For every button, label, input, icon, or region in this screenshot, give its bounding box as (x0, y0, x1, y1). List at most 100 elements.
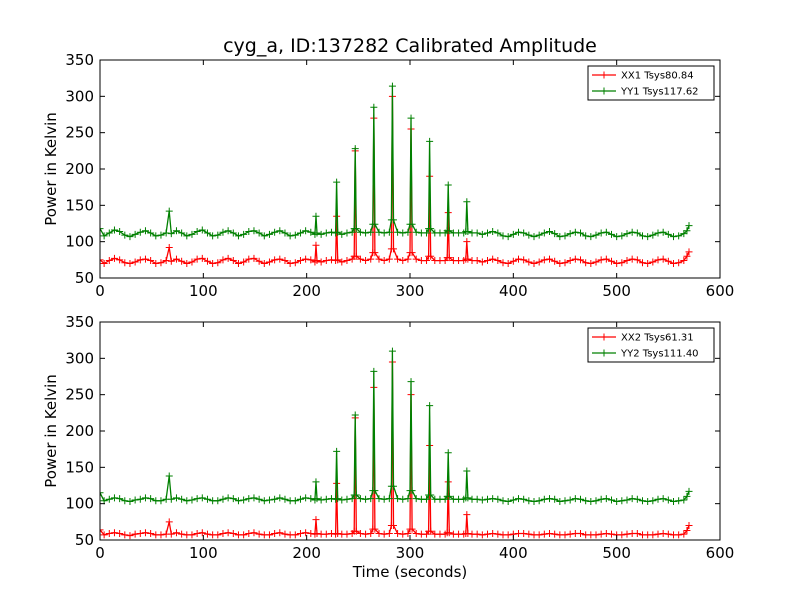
data-point (556, 497, 564, 505)
data-point (110, 529, 118, 537)
data-point (136, 529, 144, 537)
data-point (628, 255, 636, 263)
data-point (348, 495, 356, 503)
data-point (240, 230, 248, 238)
data-point (602, 495, 610, 503)
data-point (670, 259, 677, 267)
data-point (165, 472, 173, 480)
series-markers-xx2 (100, 358, 693, 540)
data-point (229, 257, 237, 265)
data-point (322, 257, 330, 265)
data-point (333, 479, 341, 487)
data-point (478, 496, 486, 504)
data-point (100, 531, 108, 539)
data-point (234, 232, 242, 240)
x-tick-label: 200 (292, 544, 321, 562)
y-tick-label: 300 (65, 87, 94, 105)
data-point (484, 229, 491, 237)
y-tick-label: 250 (65, 124, 94, 142)
legend-swatch-marker (600, 71, 608, 79)
y-tick-label: 50 (75, 531, 94, 549)
data-point (116, 495, 124, 503)
y-axis-label: Power in Kelvin (42, 112, 60, 226)
data-point (351, 411, 359, 419)
y-tick-label: 200 (65, 160, 94, 178)
data-point (136, 495, 144, 503)
y-tick-label: 150 (65, 196, 94, 214)
data-point (566, 230, 574, 238)
data-point (464, 227, 472, 235)
data-point (343, 229, 351, 237)
data-point (399, 229, 407, 237)
data-point (322, 495, 330, 503)
data-point (407, 114, 415, 122)
data-point (367, 255, 375, 263)
data-point (193, 529, 201, 537)
data-point (245, 255, 253, 263)
data-point (178, 257, 186, 265)
data-point (240, 531, 248, 539)
legend-swatch-marker (600, 87, 608, 95)
data-point (484, 530, 491, 538)
data-point (203, 495, 211, 503)
data-point (291, 231, 299, 239)
data-point (445, 227, 453, 235)
data-point (683, 527, 691, 535)
data-point (489, 495, 497, 503)
data-point (327, 495, 335, 503)
x-tick-label: 100 (189, 544, 218, 562)
data-point (183, 259, 191, 267)
x-tick-label: 400 (499, 544, 528, 562)
data-point (312, 212, 320, 220)
data-point (147, 495, 155, 503)
x-tick-label: 100 (189, 282, 218, 300)
data-point (352, 225, 360, 233)
data-point (628, 228, 636, 236)
data-point (271, 495, 279, 503)
x-axis-label: Time (seconds) (352, 563, 468, 581)
data-point (302, 529, 310, 537)
data-point (317, 258, 325, 266)
data-point (602, 529, 610, 537)
data-point (540, 495, 548, 503)
data-point (147, 529, 155, 537)
data-point (333, 212, 341, 220)
data-point (307, 228, 315, 236)
data-point (167, 257, 175, 265)
data-point (680, 257, 688, 265)
data-point (675, 259, 683, 267)
data-point (375, 255, 383, 263)
data-point (515, 495, 522, 503)
data-point (351, 145, 359, 153)
data-point (100, 526, 104, 534)
data-point (380, 495, 388, 503)
data-point (356, 529, 364, 537)
x-tick-label: 500 (602, 544, 631, 562)
data-point (394, 495, 402, 503)
data-point (427, 527, 435, 535)
data-point (494, 530, 502, 538)
data-point (116, 256, 124, 264)
data-point (240, 258, 248, 266)
data-point (473, 495, 481, 503)
legend: XX2 Tsys61.31 YY2 Tsys111.40 (587, 327, 715, 363)
data-point (535, 531, 543, 539)
data-point (126, 532, 134, 540)
data-point (623, 496, 631, 504)
data-point (105, 495, 113, 503)
data-point (271, 256, 279, 264)
data-point (265, 496, 273, 504)
data-point (152, 259, 160, 267)
data-point (659, 228, 667, 236)
legend-box (587, 327, 715, 363)
data-point (618, 259, 626, 267)
data-point (394, 529, 402, 537)
data-point (157, 497, 165, 505)
data-point (478, 258, 486, 266)
data-point (385, 228, 393, 236)
data-point (587, 233, 595, 241)
data-point (100, 225, 104, 233)
data-point (535, 231, 543, 239)
legend-swatch-marker (600, 333, 608, 341)
data-point (367, 529, 375, 537)
